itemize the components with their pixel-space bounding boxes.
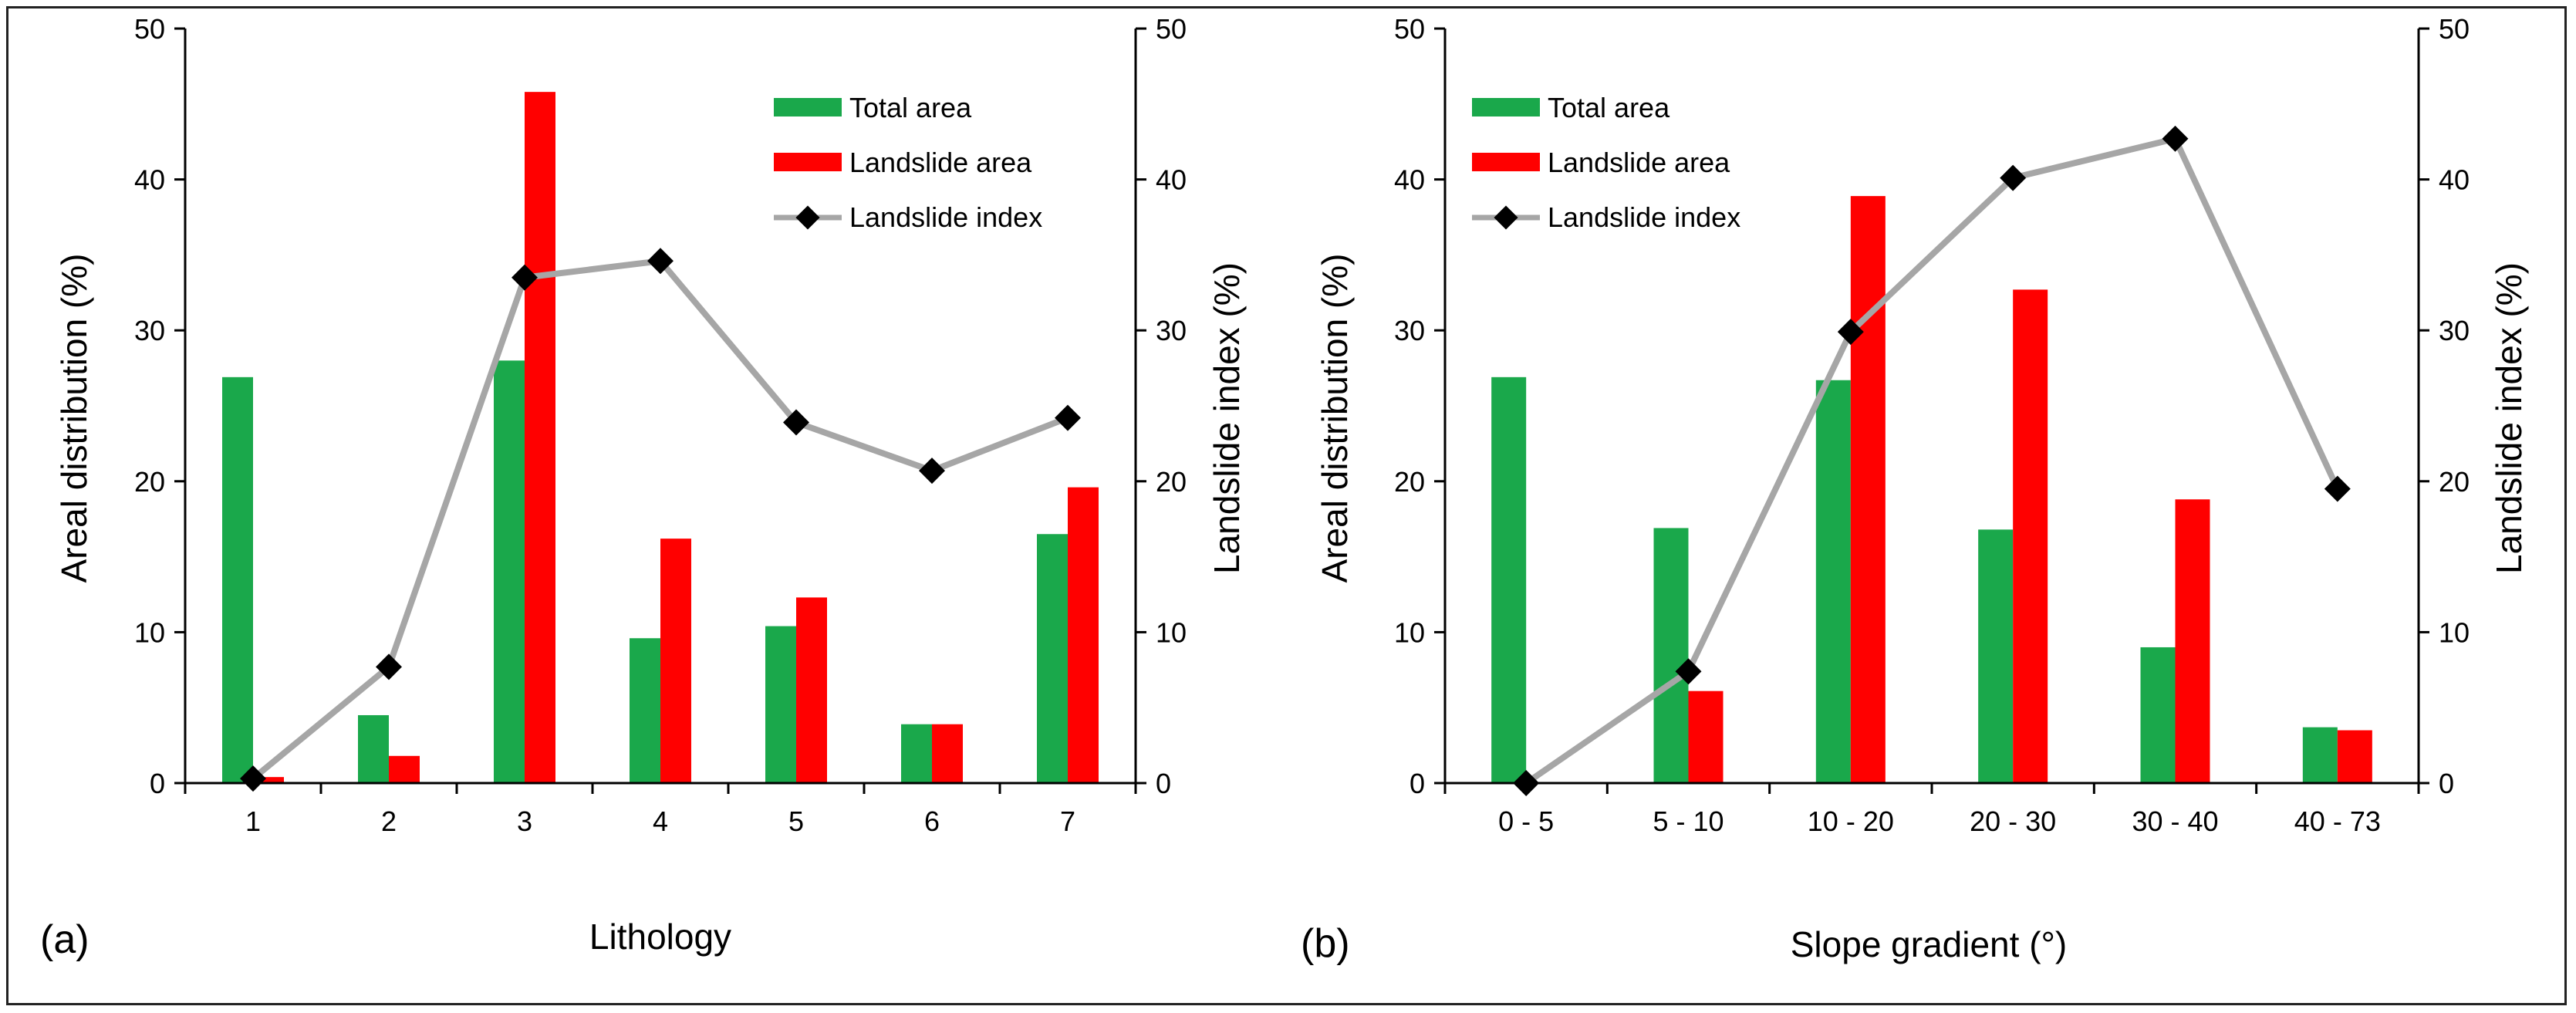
bar-total-area	[2302, 727, 2338, 783]
y-tick-label-left: 10	[1394, 616, 1425, 648]
legend-a: Total area Landslide area Landslide inde…	[774, 92, 1042, 233]
y-tick-label-right: 30	[1156, 315, 1187, 346]
x-tick-label: 30 - 40	[2132, 805, 2218, 837]
legend-swatch-total-area	[1472, 98, 1540, 116]
y-tick-label-left: 10	[134, 616, 165, 648]
bar-landslide-area	[389, 755, 420, 783]
landslide-index-point	[240, 765, 266, 792]
landslide-index-point	[919, 458, 945, 485]
bar-total-area	[2140, 647, 2176, 783]
y-tick-label-right: 0	[1156, 768, 1171, 799]
y-tick-label-left: 30	[134, 315, 165, 346]
y-axis-title-left: Areal distribution (%)	[54, 254, 94, 583]
legend-marker-landslide-index	[1494, 205, 1518, 230]
legend-swatch-landslide-area	[1472, 153, 1540, 171]
bar-landslide-area	[2337, 730, 2372, 783]
legend-b: Total area Landslide area Landslide inde…	[1472, 92, 1740, 233]
x-tick-label: 6	[924, 805, 940, 837]
bar-landslide-area	[1068, 487, 1099, 783]
y-tick-label-right: 50	[2439, 13, 2470, 45]
bar-landslide-area	[660, 539, 691, 783]
bar-landslide-area	[2175, 499, 2210, 783]
y-axis-title-left: Areal distribution (%)	[1315, 254, 1355, 583]
x-tick-label: 20 - 30	[1970, 805, 2056, 837]
chart-panel-b: 0 10 20 30 40 50 0 10 20 30 40 50 0 - 5 5 - 10 10 - 20…	[1301, 13, 2529, 966]
landslide-index-point	[2324, 475, 2351, 502]
x-tick-label: 1	[245, 805, 261, 837]
landslide-index-point	[1055, 404, 1081, 431]
landslide-index-point	[647, 248, 674, 275]
bar-landslide-area	[796, 597, 827, 783]
figure-frame	[6, 6, 2567, 1005]
bar-total-area	[1815, 380, 1851, 783]
legend-label-landslide-index: Landslide index	[849, 201, 1042, 233]
legend-label-landslide-area: Landslide area	[849, 147, 1032, 178]
y-tick-label-right: 40	[2439, 164, 2470, 196]
landslide-index-point	[2162, 125, 2189, 152]
y-tick-label-right: 20	[2439, 466, 2470, 498]
bar-total-area	[1978, 529, 2014, 783]
legend-label-landslide-index: Landslide index	[1548, 201, 1740, 233]
y-tick-label-left: 40	[134, 164, 165, 196]
y-tick-label-left: 20	[1394, 466, 1425, 498]
landslide-index-point	[783, 409, 809, 436]
x-tick-label: 2	[381, 805, 397, 837]
bar-total-area	[1653, 528, 1689, 783]
bar-landslide-area	[253, 777, 284, 783]
bar-total-area	[222, 376, 253, 783]
bar-landslide-area	[932, 724, 963, 783]
bar-total-area	[765, 626, 796, 783]
x-tick-label: 3	[517, 805, 532, 837]
chart-panel-a: 0 10 20 30 40 50 0 10 20 30 40 50 1 2 3 4 5 6 7 Areal dist…	[40, 13, 1247, 962]
bar-total-area	[901, 724, 932, 783]
legend-swatch-total-area	[774, 98, 842, 116]
x-tick-label: 40 - 73	[2294, 805, 2381, 837]
bar-total-area	[358, 714, 389, 783]
legend-label-total-area: Total area	[1548, 92, 1670, 123]
y-tick-label-right: 50	[1156, 13, 1187, 45]
y-tick-label-right: 0	[2439, 768, 2454, 799]
landslide-index-point	[511, 264, 538, 291]
bar-total-area	[494, 360, 525, 783]
y-tick-label-left: 50	[1394, 13, 1425, 45]
bar-total-area	[630, 638, 660, 783]
y-tick-label-left: 0	[150, 768, 165, 799]
landslide-index-line	[1524, 135, 2341, 786]
y-tick-label-right: 10	[2439, 616, 2470, 648]
y-tick-label-left: 30	[1394, 315, 1425, 346]
x-tick-label: 5	[788, 805, 804, 837]
y-axis-title-right: Landslide index (%)	[1207, 262, 1247, 574]
legend-label-landslide-area: Landslide area	[1548, 147, 1730, 178]
legend-marker-landslide-index	[795, 205, 820, 230]
y-tick-label-right: 30	[2439, 315, 2470, 346]
landslide-index-point	[376, 653, 402, 680]
legend-swatch-landslide-area	[774, 153, 842, 171]
x-axis-title: Slope gradient (°)	[1791, 924, 2067, 964]
x-axis-title: Lithology	[589, 917, 731, 957]
y-tick-label-right: 10	[1156, 616, 1187, 648]
legend-label-total-area: Total area	[849, 92, 972, 123]
y-tick-label-left: 20	[134, 466, 165, 498]
x-tick-label: 10 - 20	[1808, 805, 1894, 837]
y-tick-label-left: 50	[134, 13, 165, 45]
x-tick-label: 7	[1060, 805, 1075, 837]
panel-label-b: (b)	[1301, 921, 1350, 966]
bar-landslide-area	[2013, 289, 2048, 783]
bar-landslide-area	[1850, 196, 1886, 784]
bar-total-area	[1491, 376, 1527, 783]
x-tick-label: 0 - 5	[1498, 805, 1554, 837]
bar-landslide-area	[1688, 691, 1724, 783]
x-tick-label: 4	[653, 805, 668, 837]
y-tick-label-left: 0	[1410, 768, 1425, 799]
bar-landslide-area	[525, 92, 555, 784]
y-tick-label-right: 20	[1156, 466, 1187, 498]
panel-label-a: (a)	[40, 917, 89, 962]
y-tick-label-left: 40	[1394, 164, 1425, 196]
y-axis-title-right: Landslide index (%)	[2489, 262, 2529, 574]
x-tick-label: 5 - 10	[1653, 805, 1724, 837]
y-tick-label-right: 40	[1156, 164, 1187, 196]
bar-total-area	[1037, 534, 1068, 783]
